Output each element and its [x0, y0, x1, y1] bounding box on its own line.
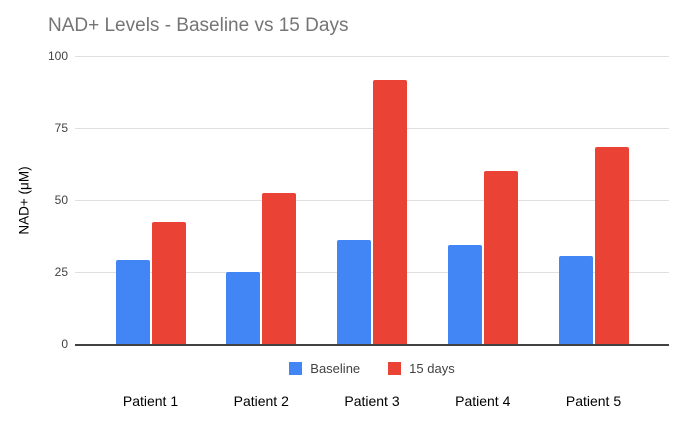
bar-15-days-patient-3	[373, 80, 407, 344]
bar-15-days-patient-2	[262, 192, 297, 344]
gridline-50	[75, 200, 669, 201]
gridline-75	[75, 128, 669, 129]
legend-item-baseline: Baseline	[289, 361, 360, 376]
x-label-patient-4: Patient 4	[455, 393, 511, 409]
bar-baseline-patient-5	[558, 256, 593, 344]
legend-swatch-15-days	[388, 362, 402, 375]
legend-swatch-baseline	[289, 362, 303, 375]
plot-area	[75, 56, 669, 346]
y-tick-label-75: 75	[54, 121, 68, 135]
x-label-patient-5: Patient 5	[565, 393, 622, 409]
legend-item-15-days: 15 days	[388, 361, 455, 376]
legend: Baseline 15 days	[75, 361, 669, 376]
x-label-patient-3: Patient 3	[344, 393, 400, 409]
bar-baseline-patient-2	[226, 272, 261, 344]
gridline-25	[75, 272, 669, 273]
y-tick-label-0: 0	[61, 337, 68, 351]
y-tick-label-25: 25	[54, 265, 68, 279]
x-label-patient-2: Patient 2	[233, 393, 289, 409]
bar-15-days-patient-1	[151, 221, 186, 344]
chart-title: NAD+ Levels - Baseline vs 15 Days	[48, 15, 349, 36]
bar-15-days-patient-4	[483, 171, 518, 344]
legend-label-15-days: 15 days	[409, 361, 455, 376]
bar-baseline-patient-3	[337, 240, 371, 344]
y-tick-label-100: 100	[47, 49, 68, 63]
legend-label-baseline: Baseline	[310, 361, 361, 376]
bar-15-days-patient-5	[594, 146, 629, 344]
x-label-patient-1: Patient 1	[122, 393, 179, 409]
bar-baseline-patient-4	[447, 244, 482, 344]
bar-baseline-patient-1	[115, 260, 150, 344]
gridline-100	[75, 56, 669, 57]
y-tick-label-50: 50	[54, 193, 68, 207]
